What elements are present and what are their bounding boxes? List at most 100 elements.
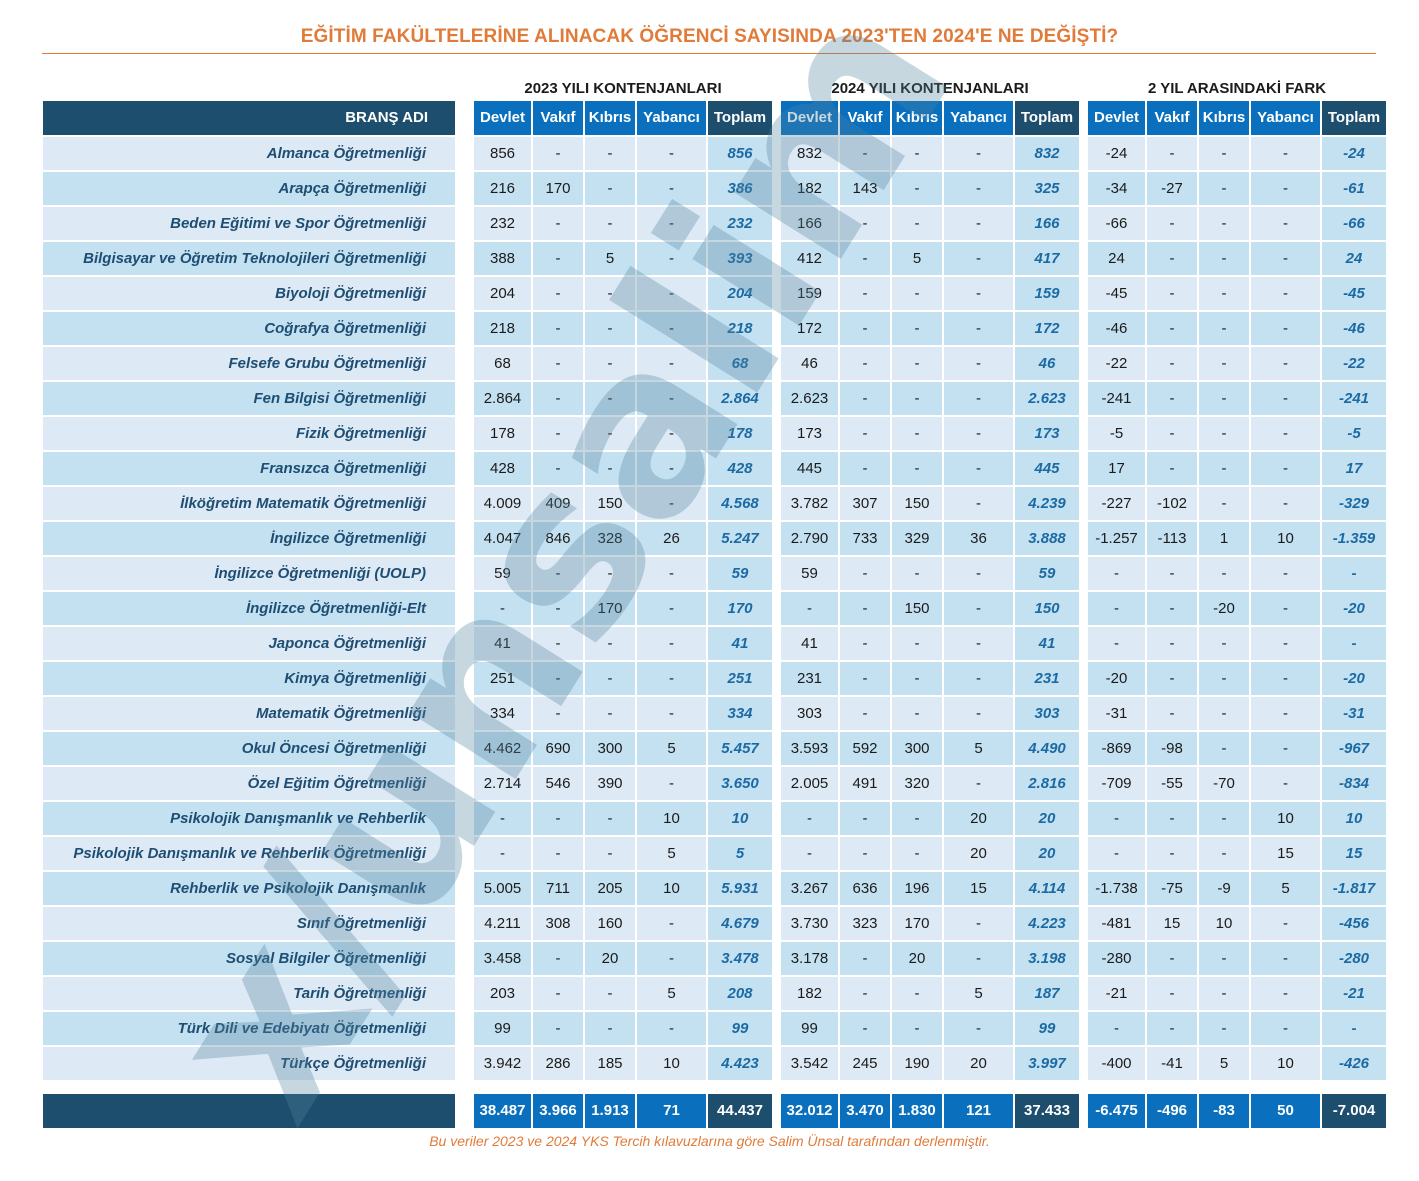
table-cell-y2023: - bbox=[533, 417, 583, 450]
table-cell-diff: -481 bbox=[1088, 907, 1145, 940]
branch-name: Almanca Öğretmenliği bbox=[43, 137, 455, 170]
table-cell-y2023: - bbox=[533, 802, 583, 835]
table-cell-diff: - bbox=[1251, 452, 1320, 485]
row-total-y2023: 393 bbox=[708, 242, 772, 275]
table-cell-y2024: 3.178 bbox=[781, 942, 838, 975]
grand-total-diff: -496 bbox=[1147, 1094, 1197, 1128]
table-cell-y2024: - bbox=[840, 592, 890, 625]
table-cell-y2023: - bbox=[474, 802, 531, 835]
table-cell-y2023: 300 bbox=[585, 732, 635, 765]
table-cell-y2024: 99 bbox=[781, 1012, 838, 1045]
table-cell-diff: -34 bbox=[1088, 172, 1145, 205]
table-cell-y2023: - bbox=[637, 417, 706, 450]
table-cell-diff: - bbox=[1147, 382, 1197, 415]
table-cell-y2024: - bbox=[944, 382, 1013, 415]
table-cell-y2024: - bbox=[781, 802, 838, 835]
table-cell-y2023: - bbox=[533, 662, 583, 695]
grand-total-diff: -7.004 bbox=[1322, 1094, 1386, 1128]
table-cell-diff: 15 bbox=[1147, 907, 1197, 940]
row-total-y2024: 41 bbox=[1015, 627, 1079, 660]
table-cell-y2024: 2.623 bbox=[781, 382, 838, 415]
row-total-y2023: 428 bbox=[708, 452, 772, 485]
table-cell-y2023: - bbox=[533, 592, 583, 625]
row-total-y2024: 20 bbox=[1015, 837, 1079, 870]
table-cell-diff: - bbox=[1251, 942, 1320, 975]
table-cell-y2024: - bbox=[892, 452, 942, 485]
row-total-y2024: 20 bbox=[1015, 802, 1079, 835]
table-cell-diff: -709 bbox=[1088, 767, 1145, 800]
table-cell-diff: - bbox=[1088, 1012, 1145, 1045]
table-cell-diff: -9 bbox=[1199, 872, 1249, 905]
row-total-diff: -45 bbox=[1322, 277, 1386, 310]
table-cell-y2023: - bbox=[585, 417, 635, 450]
branch-name: Fizik Öğretmenliği bbox=[43, 417, 455, 450]
table-cell-diff: 15 bbox=[1251, 837, 1320, 870]
table-cell-y2024: 173 bbox=[781, 417, 838, 450]
row-total-diff: -241 bbox=[1322, 382, 1386, 415]
table-cell-y2024: 20 bbox=[944, 1047, 1013, 1080]
table-cell-y2024: - bbox=[944, 172, 1013, 205]
grand-total-diff: -83 bbox=[1199, 1094, 1249, 1128]
table-cell-y2023: - bbox=[637, 697, 706, 730]
table-cell-y2024: - bbox=[944, 137, 1013, 170]
table-cell-diff: - bbox=[1199, 207, 1249, 240]
table-cell-y2024: - bbox=[944, 557, 1013, 590]
table-cell-diff: - bbox=[1251, 487, 1320, 520]
table-cell-y2023: - bbox=[585, 137, 635, 170]
branch-name: Bilgisayar ve Öğretim Teknolojileri Öğre… bbox=[43, 242, 455, 275]
table-cell-y2024: - bbox=[944, 942, 1013, 975]
table-cell-y2024: - bbox=[840, 1012, 890, 1045]
table-cell-y2023: 203 bbox=[474, 977, 531, 1010]
table-cell-diff: -21 bbox=[1088, 977, 1145, 1010]
table-cell-y2023: - bbox=[585, 382, 635, 415]
table-cell-y2023: - bbox=[637, 312, 706, 345]
row-total-y2023: 232 bbox=[708, 207, 772, 240]
row-total-diff: -21 bbox=[1322, 977, 1386, 1010]
table-cell-diff: - bbox=[1251, 977, 1320, 1010]
table-cell-y2023: - bbox=[585, 207, 635, 240]
row-total-y2023: 334 bbox=[708, 697, 772, 730]
table-cell-y2024: 491 bbox=[840, 767, 890, 800]
table-cell-y2024: - bbox=[892, 627, 942, 660]
table-cell-diff: -45 bbox=[1088, 277, 1145, 310]
table-cell-y2023: - bbox=[474, 837, 531, 870]
table-cell-y2024: 15 bbox=[944, 872, 1013, 905]
branch-name: Fen Bilgisi Öğretmenliği bbox=[43, 382, 455, 415]
table-cell-diff: - bbox=[1251, 382, 1320, 415]
table-cell-y2023: 334 bbox=[474, 697, 531, 730]
table-cell-y2023: - bbox=[637, 557, 706, 590]
table-cell-y2024: - bbox=[944, 277, 1013, 310]
table-cell-y2024: - bbox=[892, 1012, 942, 1045]
table-cell-y2024: 20 bbox=[944, 802, 1013, 835]
table-cell-y2024: - bbox=[840, 697, 890, 730]
row-total-y2023: 251 bbox=[708, 662, 772, 695]
branch-name: Beden Eğitimi ve Spor Öğretmenliği bbox=[43, 207, 455, 240]
table-cell-y2024: - bbox=[840, 242, 890, 275]
grand-total-y2024: 32.012 bbox=[781, 1094, 838, 1128]
table-cell-y2023: 232 bbox=[474, 207, 531, 240]
table-cell-diff: - bbox=[1147, 942, 1197, 975]
table-cell-y2024: - bbox=[892, 347, 942, 380]
table-cell-y2024: - bbox=[892, 137, 942, 170]
row-total-y2024: 46 bbox=[1015, 347, 1079, 380]
branch-name: İngilizce Öğretmenliği-Elt bbox=[43, 592, 455, 625]
table-cell-y2023: 711 bbox=[533, 872, 583, 905]
table-cell-diff: - bbox=[1199, 487, 1249, 520]
table-cell-diff: - bbox=[1199, 557, 1249, 590]
row-total-y2024: 172 bbox=[1015, 312, 1079, 345]
table-cell-y2023: - bbox=[533, 697, 583, 730]
table-cell-diff: -22 bbox=[1088, 347, 1145, 380]
column-header-y2023-4: Toplam bbox=[708, 101, 772, 135]
group-heading-y2023: 2023 YILI KONTENJANLARI bbox=[524, 80, 722, 97]
table-cell-y2024: - bbox=[892, 977, 942, 1010]
table-cell-y2023: - bbox=[637, 907, 706, 940]
row-total-diff: -329 bbox=[1322, 487, 1386, 520]
table-cell-y2024: - bbox=[840, 837, 890, 870]
grand-total-y2024: 3.470 bbox=[840, 1094, 890, 1128]
row-total-y2024: 4.114 bbox=[1015, 872, 1079, 905]
branch-name: Sınıf Öğretmenliği bbox=[43, 907, 455, 940]
table-cell-diff: 10 bbox=[1199, 907, 1249, 940]
table-cell-y2024: - bbox=[840, 662, 890, 695]
table-cell-y2023: - bbox=[585, 977, 635, 1010]
table-cell-diff: -46 bbox=[1088, 312, 1145, 345]
